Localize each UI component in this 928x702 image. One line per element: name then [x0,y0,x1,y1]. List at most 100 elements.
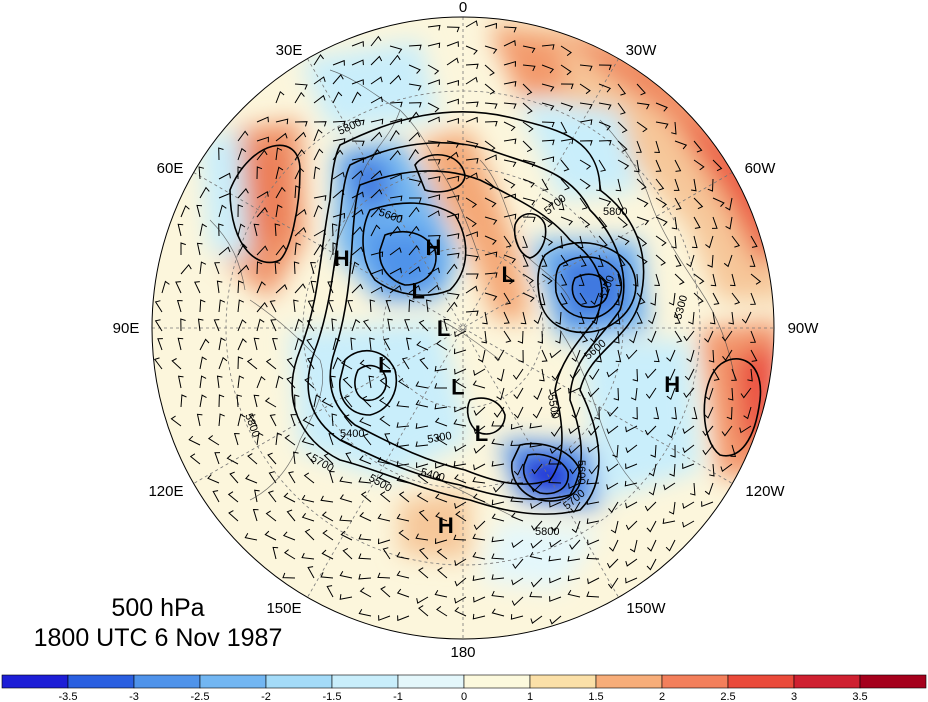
wind-barb [668,501,676,515]
wind-barb [551,520,562,532]
wind-barb [342,376,353,389]
wind-barb [465,310,479,317]
wind-barb [510,423,524,430]
wind-barb [343,414,353,427]
wind-barb [625,558,638,567]
wind-barb [617,140,628,152]
wind-barb [294,91,305,104]
wind-barb [275,147,283,161]
wind-barb [549,539,562,548]
wind-barb [237,264,250,275]
wind-barb [512,558,524,570]
wind-barb [465,231,478,237]
wind-barb [405,337,412,351]
wind-barb [454,596,467,604]
wind-barb [351,283,364,294]
wind-barb [269,414,277,427]
wind-barb [682,463,695,470]
wind-barb [578,311,585,324]
wind-barb [473,368,486,376]
wind-barb [484,22,498,29]
wind-barb [644,425,657,436]
wind-barb [473,463,486,471]
wind-barb [282,572,296,579]
wind-barb [560,292,568,305]
wind-barb [446,213,460,219]
wind-barb [477,349,486,363]
wind-barb [587,387,600,398]
wind-barb [199,375,207,389]
colorbar-tick-label: -2.5 [191,691,210,702]
wind-barb [590,292,600,306]
wind-barb [415,399,429,408]
wind-barb [275,90,285,104]
wind-barb [567,575,581,582]
wind-barb [389,54,401,66]
wind-barb [496,368,505,382]
wind-barb [671,235,677,249]
wind-barb [436,548,448,560]
wind-barb [549,596,562,602]
wind-barb [446,57,459,66]
wind-barb [396,552,410,560]
wind-barb [434,589,448,598]
wind-barb [541,216,553,228]
wind-barb [503,311,510,324]
wind-barb [427,284,440,294]
wind-barb [418,567,429,579]
wind-barb [347,300,353,313]
wind-barb [586,518,600,525]
wind-barb [613,330,620,344]
wind-barb [587,577,600,585]
wind-barb [389,195,403,202]
wind-barb [154,300,163,313]
wind-barb [484,102,498,109]
wind-barb [418,547,429,560]
wind-barb [389,74,402,85]
wind-barb [294,131,307,142]
wind-barb [351,119,365,126]
wind-barb [404,319,410,332]
wind-barb [408,284,421,294]
wind-barb [473,444,486,454]
wind-barb [358,553,372,560]
wind-barb [560,102,574,112]
wind-barb [472,533,486,541]
wind-barb [571,349,581,363]
wind-barb [294,318,303,332]
wind-barb [265,510,277,522]
wind-barb [646,520,657,533]
wind-barb [560,159,570,172]
colorbar-swatch [727,674,795,689]
wind-barb [398,491,410,503]
wind-barb [345,452,353,465]
wind-barb [520,311,527,325]
wind-barb [513,387,524,400]
wind-barb [654,273,661,287]
wind-barb [674,159,682,172]
wind-barb [358,534,372,541]
wind-barb [666,349,676,362]
wind-barb [362,319,372,332]
wind-barb [339,476,353,484]
wind-barb [472,380,486,389]
wind-barb [686,349,695,363]
wind-barb [427,210,440,218]
wind-barb [218,246,231,256]
wind-barb [731,368,738,381]
wind-barb [301,513,315,522]
wind-barb [530,615,543,625]
wind-barb [382,547,391,560]
wind-barb [493,482,505,493]
wind-barb [617,235,630,246]
high-center-label: H [426,235,442,260]
wind-barb [294,83,308,90]
wind-barb [579,254,587,267]
wind-barb [472,476,486,484]
wind-barb [446,233,460,239]
wind-barb [396,422,410,428]
wind-barb [378,473,391,484]
wind-barb [272,337,278,351]
wind-barb [548,459,561,465]
